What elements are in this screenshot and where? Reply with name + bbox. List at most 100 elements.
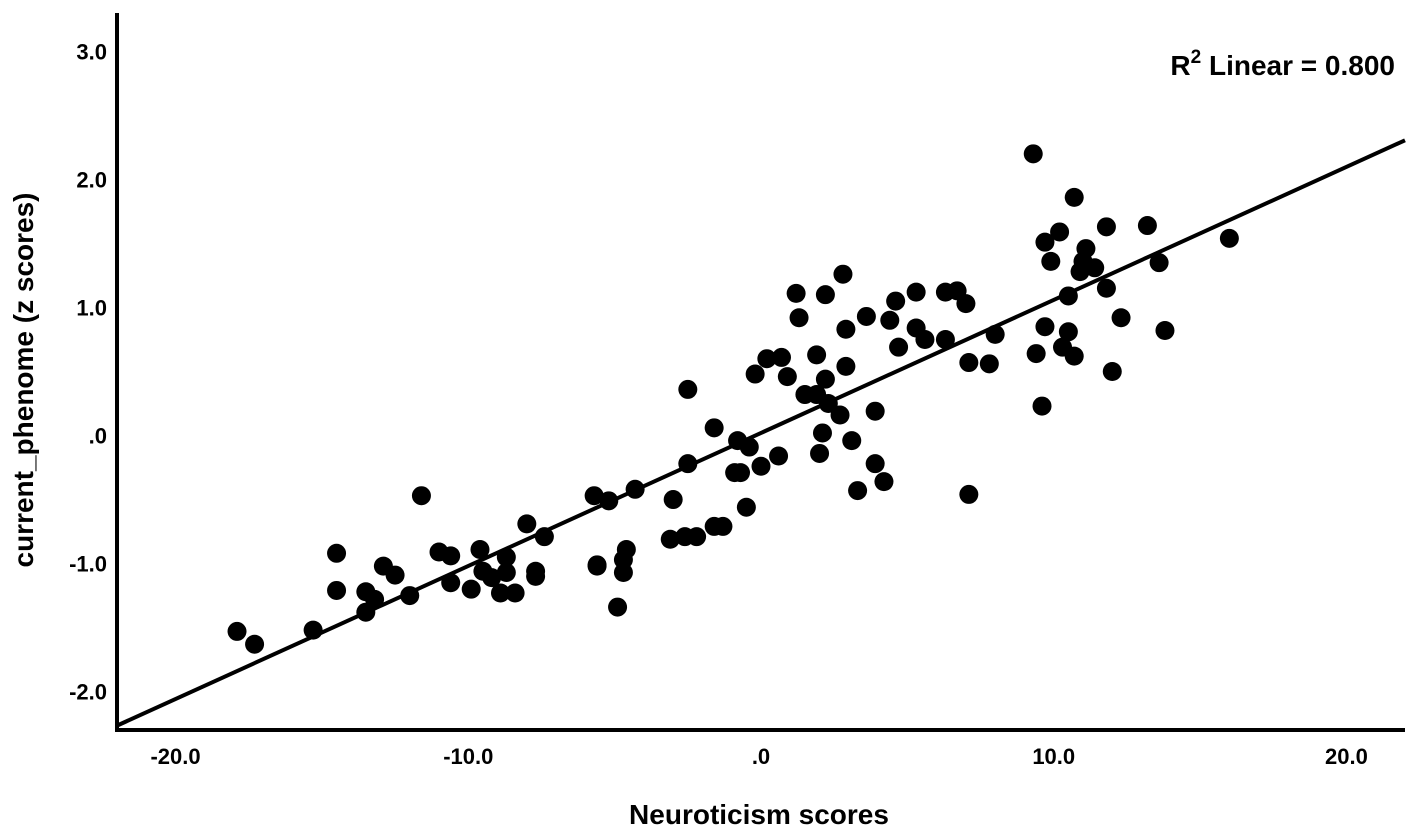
y-tick-label: 2.0 — [76, 167, 107, 192]
y-tick-label: -2.0 — [69, 680, 107, 705]
r-squared-text: Linear = 0.800 — [1201, 50, 1395, 81]
data-point — [959, 484, 979, 504]
data-point — [959, 353, 979, 373]
data-point — [365, 589, 385, 609]
data-point — [441, 546, 461, 566]
data-point — [704, 418, 724, 438]
data-point — [1064, 346, 1084, 366]
data-point — [865, 401, 885, 421]
data-point — [678, 379, 698, 399]
data-point — [713, 516, 733, 536]
data-point — [1035, 232, 1055, 252]
data-point — [812, 423, 832, 443]
data-point — [687, 527, 707, 547]
data-point — [1111, 308, 1131, 328]
data-point — [956, 294, 976, 314]
data-point — [777, 367, 797, 387]
data-point — [1026, 344, 1046, 364]
data-point — [663, 490, 683, 510]
data-point — [385, 565, 405, 585]
data-point — [833, 264, 853, 284]
data-point — [411, 486, 431, 506]
data-point — [771, 347, 791, 367]
data-point — [327, 580, 347, 600]
data-point — [1155, 321, 1175, 341]
data-point — [490, 583, 510, 603]
data-point — [616, 539, 636, 559]
data-point — [660, 529, 680, 549]
data-point — [1023, 144, 1043, 164]
data-point — [461, 579, 481, 599]
data-point — [979, 354, 999, 374]
data-point — [1050, 222, 1070, 242]
data-point — [731, 463, 751, 483]
data-point — [1032, 396, 1052, 416]
y-tick-label: -1.0 — [69, 552, 107, 577]
data-point — [227, 621, 247, 641]
data-point — [906, 282, 926, 302]
data-point — [1137, 216, 1157, 236]
data-point — [496, 563, 516, 583]
data-point — [889, 337, 909, 357]
data-point — [886, 291, 906, 311]
data-point — [786, 283, 806, 303]
data-point — [1102, 362, 1122, 381]
data-point — [751, 456, 771, 476]
data-point — [810, 443, 830, 463]
data-point — [789, 308, 809, 328]
data-point — [327, 543, 347, 563]
data-point — [757, 349, 777, 369]
data-point — [736, 497, 756, 517]
data-point — [815, 285, 835, 305]
data-point — [865, 454, 885, 474]
x-tick-label: 10.0 — [1032, 744, 1075, 769]
x-tick-labels: -20.0 -10.0 .0 10.0 20.0 — [150, 744, 1367, 769]
data-point — [1149, 253, 1169, 273]
y-tick-label: 3.0 — [76, 39, 107, 64]
data-point — [608, 597, 628, 617]
data-point — [1064, 187, 1084, 207]
data-point — [842, 431, 862, 451]
data-point — [915, 329, 935, 349]
r-squared-superscript: 2 — [1191, 47, 1202, 68]
data-point — [1076, 239, 1096, 259]
data-point — [830, 405, 850, 425]
data-point — [807, 345, 827, 365]
data-point — [836, 319, 856, 339]
data-point — [815, 369, 835, 389]
data-point — [769, 446, 789, 466]
data-point — [848, 481, 868, 501]
y-tick-label: 1.0 — [76, 295, 107, 320]
data-points — [227, 144, 1239, 654]
x-tick-label: -10.0 — [443, 744, 493, 769]
r-squared-base: R — [1170, 50, 1190, 81]
data-point — [1096, 217, 1116, 237]
y-tick-label: .0 — [89, 424, 107, 449]
data-point — [517, 514, 537, 534]
data-point — [526, 566, 546, 586]
data-point — [880, 310, 900, 330]
data-point — [1035, 317, 1055, 337]
data-point — [1041, 251, 1061, 271]
data-point — [587, 556, 607, 576]
data-point — [1058, 322, 1078, 342]
y-axis-title: current_phenome (z scores) — [8, 193, 39, 568]
r-squared-annotation: R2 Linear = 0.800 — [1170, 47, 1395, 81]
data-point — [745, 364, 765, 384]
x-tick-label: 20.0 — [1325, 744, 1368, 769]
fit-line — [116, 138, 1406, 728]
data-point — [856, 306, 876, 326]
data-point — [1096, 278, 1116, 298]
data-point — [245, 634, 265, 654]
data-point — [584, 486, 604, 506]
data-point — [836, 356, 856, 376]
data-point — [470, 539, 490, 559]
data-point — [1085, 258, 1105, 278]
data-point — [613, 563, 633, 583]
data-point — [482, 568, 502, 588]
data-point — [505, 583, 525, 603]
x-axis-title: Neuroticism scores — [629, 799, 889, 830]
x-tick-label: .0 — [752, 744, 770, 769]
x-tick-label: -20.0 — [150, 744, 200, 769]
